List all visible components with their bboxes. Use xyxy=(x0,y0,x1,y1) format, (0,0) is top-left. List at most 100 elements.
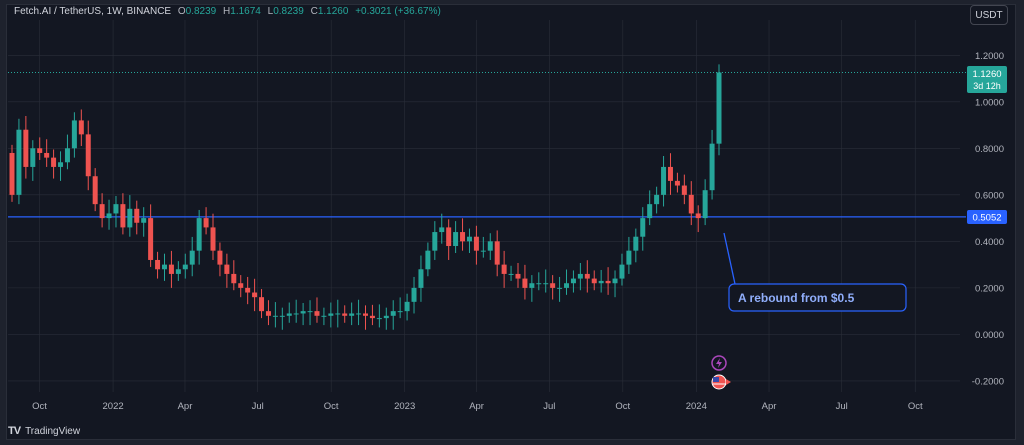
high-label: H xyxy=(223,6,231,17)
candle-body xyxy=(654,194,660,205)
x-tick-label: Apr xyxy=(469,401,484,412)
candle-body xyxy=(709,143,715,191)
candle-body xyxy=(168,264,174,274)
chart-pane[interactable] xyxy=(6,4,1016,440)
candle-body xyxy=(44,152,50,158)
y-tick-label: -0.2000 xyxy=(972,376,1004,387)
x-tick-label: Oct xyxy=(32,401,47,412)
candle-body xyxy=(238,283,244,288)
y-tick-label: 0.8000 xyxy=(975,144,1004,155)
candle-body xyxy=(494,241,500,265)
candle-body xyxy=(397,311,403,313)
candles xyxy=(9,64,722,330)
candle-body xyxy=(716,72,722,144)
candle-body xyxy=(661,166,667,195)
candle-body xyxy=(681,185,687,195)
low-label: L xyxy=(267,6,274,17)
symbol-title[interactable]: Fetch.AI / TetherUS, 1W, BINANCE xyxy=(14,6,172,17)
time-axis[interactable]: Oct 2022 Apr Jul Oct 2023 Apr Jul Oct 2024 Apr Jul O… xyxy=(32,401,923,412)
candle-body xyxy=(460,232,466,242)
change-value: +0.3021 (+36.67%) xyxy=(355,6,441,17)
candle-body xyxy=(557,287,563,289)
price-axis[interactable]: 1.2000 1.0000 0.8000 0.6000 0.4000 0.2000 0.00… xyxy=(972,51,1004,388)
candle-body xyxy=(106,213,112,219)
candle-body xyxy=(342,313,348,316)
candle-body xyxy=(245,287,251,293)
x-tick-label: 2024 xyxy=(686,401,707,412)
candle-body xyxy=(141,218,147,223)
symbol-header: Fetch.AI / TetherUS, 1W, BINANCE O0.8239… xyxy=(14,6,441,17)
annotation-callout[interactable]: A rebound from $0.5 xyxy=(723,232,907,312)
candle-body xyxy=(688,194,694,214)
candle-body xyxy=(30,148,36,167)
level-badge: 0.5052 xyxy=(967,210,1007,224)
candle-body xyxy=(480,250,486,252)
candle-body xyxy=(161,264,167,270)
candle-body xyxy=(432,232,438,251)
candle-body xyxy=(99,204,105,219)
close-value: 1.1260 xyxy=(317,6,349,17)
candle-body xyxy=(536,283,542,285)
high-value: 1.1674 xyxy=(230,6,261,17)
callout-arrow xyxy=(723,232,736,285)
candle-body xyxy=(570,278,576,284)
x-tick-label: Oct xyxy=(324,401,339,412)
candle-body xyxy=(439,227,445,233)
candle-body xyxy=(404,301,410,312)
candle-body xyxy=(383,315,389,319)
candle-body xyxy=(425,250,431,270)
candle-body xyxy=(390,311,396,316)
open-label: O xyxy=(177,6,186,17)
candle-body xyxy=(272,315,278,317)
y-tick-label: 0.6000 xyxy=(975,190,1004,201)
y-tick-label: 0.2000 xyxy=(975,283,1004,294)
candle-body xyxy=(612,278,618,284)
us-flag-canton xyxy=(713,377,719,382)
candle-body xyxy=(626,250,632,265)
y-tick-label: 1.0000 xyxy=(975,97,1004,108)
tradingview-brand[interactable]: TV TradingView xyxy=(8,424,80,438)
candle-body xyxy=(633,236,639,251)
candle-body xyxy=(529,283,535,288)
x-tick-label: Apr xyxy=(178,401,193,412)
candle-body xyxy=(189,250,195,265)
candle-body xyxy=(23,129,29,167)
candle-body xyxy=(279,315,285,317)
candle-body xyxy=(217,250,223,265)
candle-body xyxy=(543,283,549,285)
events[interactable] xyxy=(711,355,731,390)
candle-body xyxy=(515,273,521,279)
candle-body xyxy=(619,264,625,279)
candle-body xyxy=(487,241,493,251)
low-value: 0.8239 xyxy=(273,6,304,17)
candle-body xyxy=(210,227,216,251)
candle-body xyxy=(369,315,375,319)
level-value: 0.5052 xyxy=(972,213,1001,224)
open-value: 0.8239 xyxy=(185,6,217,17)
candle-body xyxy=(501,264,507,274)
x-tick-label: Jul xyxy=(252,401,264,412)
candle-body xyxy=(175,269,181,274)
currency-button[interactable]: USDT xyxy=(970,5,1008,25)
candle-body xyxy=(473,236,479,251)
last-price-value: 1.1260 xyxy=(972,69,1001,80)
candle-body xyxy=(259,297,265,312)
candle-body xyxy=(134,208,140,223)
candle-body xyxy=(418,269,424,288)
candle-body xyxy=(466,236,472,242)
x-tick-label: Oct xyxy=(615,401,630,412)
candle-body xyxy=(508,273,514,275)
candle-body xyxy=(522,278,528,288)
x-tick-label: 2023 xyxy=(394,401,415,412)
flash-glyph xyxy=(716,358,722,368)
candle-body xyxy=(695,213,701,219)
candle-body xyxy=(356,313,362,315)
candle-body xyxy=(92,176,98,205)
candle-body xyxy=(231,273,237,284)
candle-body xyxy=(71,120,77,149)
candle-body xyxy=(196,218,202,251)
candle-body xyxy=(286,313,292,316)
candle-body xyxy=(51,157,57,167)
